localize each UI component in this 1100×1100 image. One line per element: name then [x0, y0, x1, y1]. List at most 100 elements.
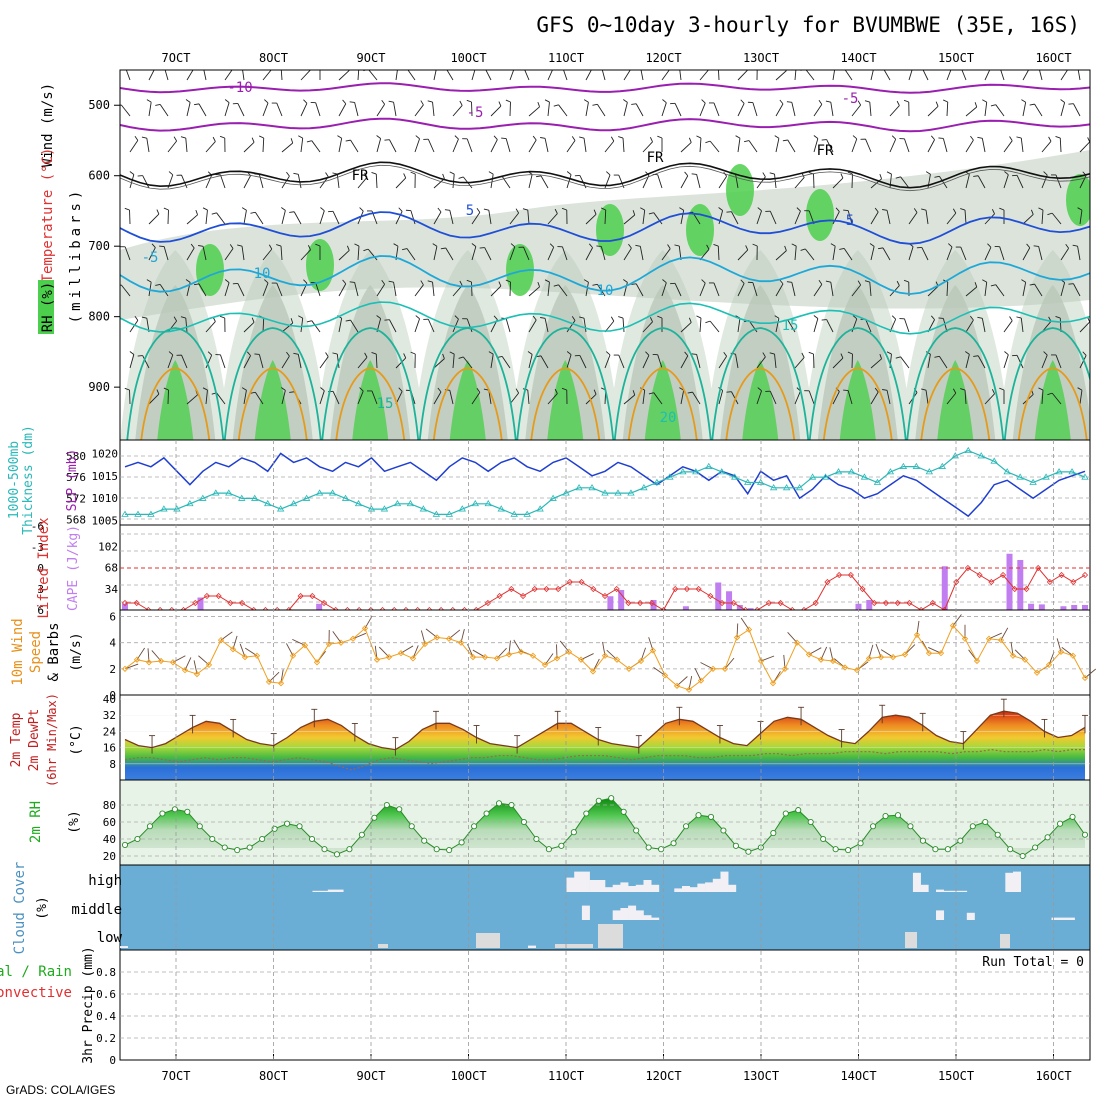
- thickness-marker: [705, 462, 713, 469]
- thickness-marker: [964, 446, 972, 454]
- thickness-marker: [328, 489, 337, 496]
- lifted-index-marker: [695, 585, 702, 593]
- cloud-panel: high middle low Cloud Cover (%): [12, 862, 1091, 954]
- lifted-index-marker: [1070, 578, 1077, 586]
- rh-marker: [358, 831, 365, 838]
- cloud-high-bar: [674, 888, 683, 892]
- wind-speed-marker: [709, 665, 717, 672]
- contour-15-arch: [906, 327, 1005, 440]
- top-time-axis: 7OCT 8OCT 9OCT 10OCT 11OCT 12OCT 13OCT 14OCT 15O…: [162, 51, 1072, 76]
- wind-speed-marker: [913, 631, 921, 638]
- wind-barb: [400, 645, 414, 654]
- thickness-tick: 572: [66, 492, 86, 505]
- cape-tick: 102: [98, 540, 118, 553]
- rh-marker: [994, 831, 1001, 838]
- wind-barb: [740, 617, 750, 630]
- wind-speed-marker: [253, 652, 261, 659]
- cape-bar: [1082, 605, 1088, 610]
- thickness-marker: [121, 510, 129, 517]
- wind-speed-marker: [901, 651, 909, 658]
- wind-speed-marker: [673, 682, 681, 689]
- wind-speed-marker: [1033, 669, 1041, 676]
- wind-barb: [653, 666, 666, 676]
- cloud-low-patch: [555, 944, 593, 948]
- rh-marker: [471, 823, 478, 830]
- temperature-fill: [125, 711, 1085, 780]
- lifted-index-marker: [625, 599, 632, 607]
- rh-marker: [707, 813, 715, 820]
- wind-speed-marker: [613, 656, 621, 663]
- cloud-high-bar: [612, 884, 621, 892]
- precip-tick: 0.2: [96, 1032, 116, 1045]
- rh-tick: 40: [103, 833, 116, 846]
- wind-barb: [808, 647, 822, 655]
- cloud-mid-bar: [651, 917, 660, 920]
- cloud-high-bar: [335, 889, 344, 892]
- cloud-mid-bar: [643, 915, 652, 920]
- precip-tick: 0.4: [96, 1010, 116, 1023]
- slp-tick: 1010: [92, 492, 119, 505]
- rh-marker: [209, 835, 216, 843]
- lifted-index-marker: [882, 599, 890, 607]
- thickness-marker: [432, 510, 441, 517]
- contour-15-arch: [1003, 327, 1090, 440]
- lifted-index-marker: [859, 585, 866, 593]
- lifted-index-marker: [566, 578, 573, 586]
- wind-barb: [472, 649, 486, 658]
- cloud-high-bar: [728, 884, 737, 892]
- cloud-low-bar: [528, 945, 537, 948]
- wind10m-panel: 6 4 2 0 10m Wind Speed & Barbs (m/s): [10, 609, 1097, 702]
- wind-speed-marker: [853, 667, 861, 674]
- rh-marker: [695, 812, 702, 819]
- rh-marker: [894, 812, 902, 819]
- contour-20-arch: [530, 367, 601, 440]
- cloud-high-bar: [681, 886, 690, 892]
- rh-marker: [682, 823, 690, 830]
- wind-barb: [425, 628, 438, 638]
- rh-marker: [583, 810, 590, 817]
- wind-speed-marker: [313, 659, 321, 666]
- cloud-high-bar: [943, 890, 952, 892]
- wind-speed-marker: [745, 626, 753, 633]
- wind-barb: [1084, 668, 1097, 679]
- temp-tick: 8: [109, 758, 116, 771]
- rh-marker: [1019, 852, 1026, 860]
- wind-speed-line: [124, 624, 1086, 691]
- thickness-marker: [834, 468, 843, 475]
- thickness-marker: [445, 510, 454, 517]
- thickness-marker: [847, 468, 856, 475]
- contour-label: FR: [647, 150, 664, 166]
- rh-marker: [745, 848, 752, 855]
- cloud-high-bar: [959, 890, 968, 892]
- rh-marker: [570, 829, 577, 836]
- thickness-markers: [121, 446, 1089, 517]
- wind-speed-marker: [757, 657, 765, 665]
- cloud-high-bar: [689, 887, 698, 892]
- thickness-marker: [627, 489, 635, 496]
- wind-speed-marker: [697, 677, 705, 684]
- cape-bar: [607, 596, 614, 610]
- thickness-marker: [743, 478, 752, 485]
- top-tick-label: 9OCT: [357, 51, 386, 65]
- thickness-marker: [484, 499, 492, 507]
- contour-label: -5: [467, 105, 484, 121]
- top-tick-label: 15OCT: [938, 51, 974, 65]
- wind-speed-marker: [457, 639, 465, 646]
- wind-barb: [1061, 646, 1074, 657]
- cloud-high-bar: [651, 884, 660, 892]
- contour-15-arch: [418, 327, 517, 440]
- thickness-marker: [186, 499, 194, 507]
- wind-barb: [544, 653, 554, 666]
- thickness-marker: [782, 484, 791, 491]
- bottom-tick-label: 9OCT: [357, 1069, 386, 1083]
- precip-ylabel-2: Convective: [0, 985, 72, 1001]
- wind10m-ylabel-2: Speed: [28, 631, 44, 673]
- temp-tick: 32: [103, 709, 116, 722]
- wind-speed-marker: [529, 652, 537, 659]
- wind10m-ylabel: 10m Wind: [10, 618, 26, 685]
- lifted-index-marker: [203, 592, 211, 600]
- pressure-ylabel: (millibars): [68, 187, 84, 324]
- thickness-marker: [212, 489, 220, 496]
- rh-marker: [845, 847, 852, 854]
